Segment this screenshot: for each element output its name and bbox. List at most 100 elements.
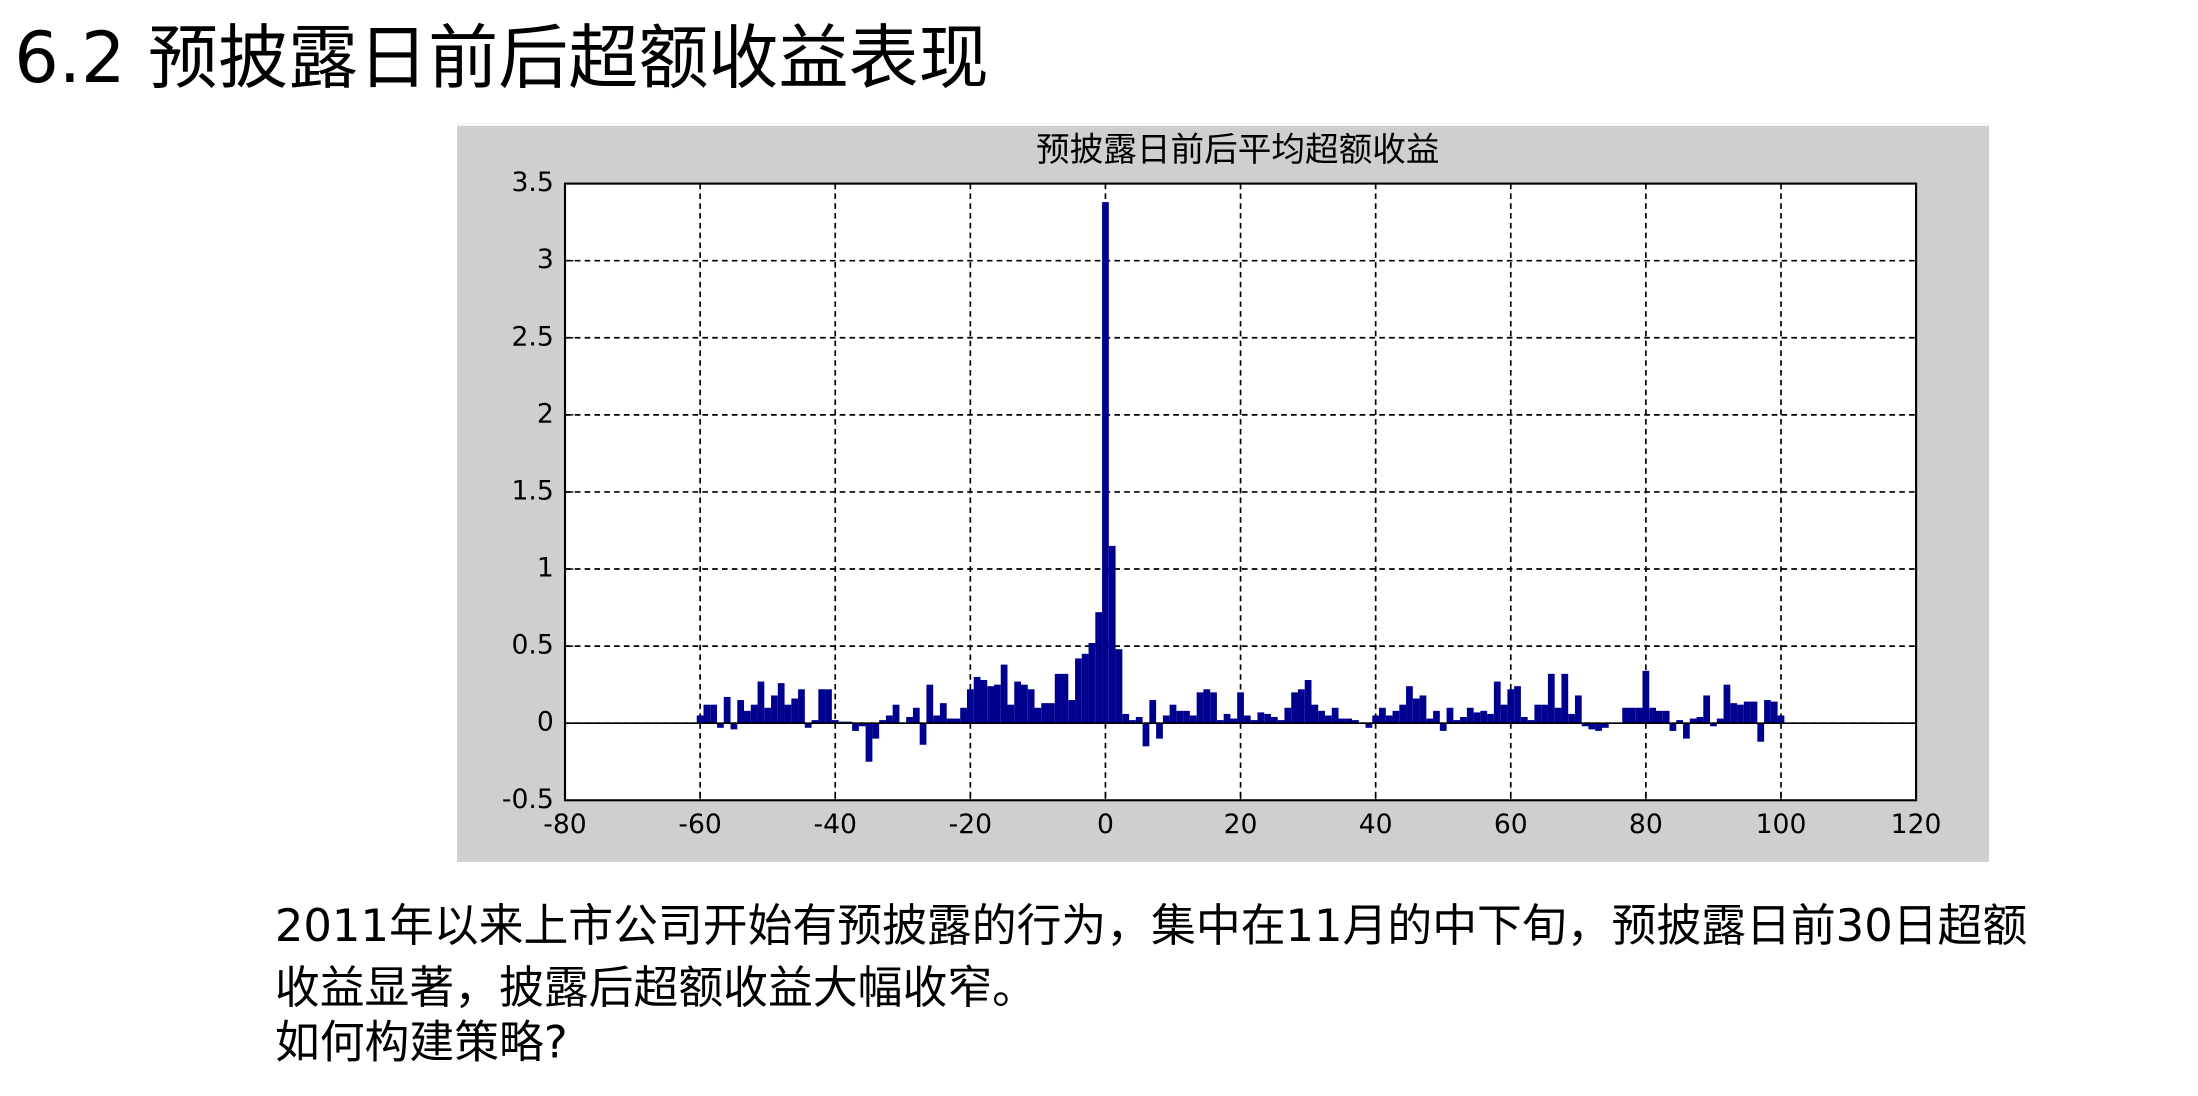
bar [1554, 707, 1562, 724]
bar [1372, 715, 1380, 724]
x-tick-label: 20 [1224, 809, 1258, 840]
bar [1230, 718, 1238, 724]
bar [1392, 710, 1400, 724]
bar [1304, 680, 1312, 724]
y-tick-label: 1.5 [511, 475, 553, 506]
bar [1757, 723, 1765, 742]
slide-title: 6.2 预披露日前后超额收益表现 [14, 17, 988, 99]
bar [1149, 700, 1157, 724]
body-text: 收益显著，披露后超额收益大幅收窄。 [275, 961, 1037, 1014]
body-text: 2011年以来上市公司开始有预披露的行为，集中在11月的中下旬，预披露日前30日… [275, 899, 2027, 952]
bar [933, 715, 940, 724]
bar [1500, 704, 1508, 724]
bar [1514, 686, 1521, 724]
bar [1730, 703, 1738, 724]
x-tick-label: -20 [949, 809, 992, 840]
bar [777, 683, 785, 724]
bar [1068, 700, 1076, 724]
bar [993, 684, 1001, 724]
x-tick-label: 120 [1891, 809, 1942, 840]
bar [1007, 704, 1015, 724]
bar [1379, 707, 1386, 724]
bar [1135, 717, 1143, 724]
bar [1716, 718, 1724, 724]
bar [737, 700, 745, 724]
bar [1439, 723, 1447, 731]
bar [791, 698, 799, 724]
bar [1352, 720, 1359, 724]
y-tick-label: 0.5 [511, 630, 553, 661]
bar [1466, 707, 1474, 724]
bar [1628, 707, 1636, 724]
bar [1412, 698, 1420, 724]
bar [784, 704, 792, 724]
bar [1737, 704, 1744, 724]
bar [1433, 710, 1440, 724]
bar [1520, 717, 1528, 724]
bar [1547, 673, 1555, 724]
x-tick-label: 80 [1629, 809, 1663, 840]
bar [750, 704, 758, 724]
bar [865, 723, 873, 762]
bar [1189, 715, 1197, 724]
y-tick-label: 3 [537, 244, 554, 275]
bar [1446, 707, 1454, 724]
bar [764, 707, 772, 724]
bar [757, 681, 765, 724]
bar [1669, 723, 1677, 731]
bar [1054, 673, 1062, 724]
bar [1034, 707, 1042, 724]
bar [960, 707, 967, 724]
bar [1642, 670, 1650, 724]
bar [771, 695, 778, 724]
x-tick-label: -80 [543, 809, 586, 840]
bar [1270, 717, 1278, 724]
bar [1324, 715, 1332, 724]
x-tick-label: -60 [678, 809, 721, 840]
bar [831, 720, 839, 724]
bar [730, 723, 738, 730]
bar [798, 689, 805, 724]
bar [1662, 710, 1670, 724]
bar [710, 704, 718, 724]
bar [1102, 202, 1109, 724]
bar [1487, 713, 1494, 724]
bar [980, 680, 988, 724]
y-tick-label: 2.5 [511, 321, 553, 352]
bar [858, 723, 866, 727]
bar [1162, 715, 1170, 724]
bar [987, 686, 994, 724]
bar [1622, 707, 1629, 724]
bar [1385, 715, 1393, 724]
bar [1770, 701, 1778, 724]
bar [1453, 720, 1461, 724]
bar [1703, 695, 1711, 724]
bar [717, 723, 724, 728]
bar [804, 723, 812, 728]
bar [926, 684, 934, 724]
bar [1284, 707, 1292, 724]
bar [1223, 713, 1231, 724]
bar [1318, 710, 1325, 724]
bar [1081, 653, 1089, 724]
bar [1156, 723, 1163, 739]
bar [1243, 715, 1251, 724]
bar [1595, 723, 1602, 731]
bar [1581, 723, 1589, 727]
plot-border [563, 182, 1918, 802]
y-tick-label: 2 [537, 398, 554, 429]
bar [906, 717, 913, 724]
y-tick-label: 3.5 [511, 167, 553, 198]
bar [1345, 718, 1353, 724]
bar [872, 723, 880, 739]
bar [723, 696, 731, 724]
bar [703, 704, 711, 724]
y-tick-label: -0.5 [502, 784, 554, 815]
bar [1689, 718, 1697, 724]
bar [1493, 681, 1501, 724]
bar [1291, 692, 1298, 724]
bar [939, 703, 947, 724]
bar [1480, 710, 1488, 724]
bar [879, 720, 886, 724]
